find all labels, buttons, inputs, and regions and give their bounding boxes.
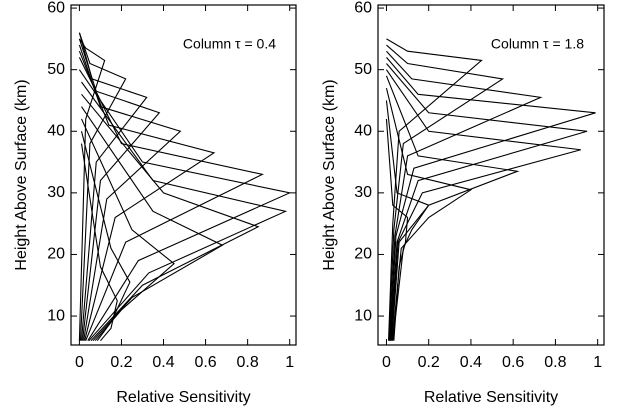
y-tick-label: 20 — [354, 246, 372, 263]
y-tick-label: 60 — [47, 0, 65, 16]
y-tick-label: 10 — [47, 307, 65, 324]
y-tick-label: 50 — [354, 61, 372, 78]
y-axis-label: Height Above Surface (km) — [13, 79, 30, 270]
x-tick-label: 0.4 — [152, 354, 174, 371]
x-tick-label: 1 — [593, 354, 602, 371]
y-tick-label: 20 — [47, 246, 65, 263]
sensitivity-curve — [81, 81, 288, 342]
sensitivity-curve — [385, 75, 520, 341]
sensitivity-curve — [78, 32, 127, 341]
x-tick-label: 0.6 — [502, 354, 524, 371]
x-tick-label: 0.2 — [110, 354, 132, 371]
sensitivity-curve — [386, 44, 505, 341]
sensitivity-curve — [78, 50, 216, 341]
sensitivity-curve — [78, 57, 265, 341]
x-axis-label: Relative Sensitivity — [424, 389, 558, 406]
x-tick-label: 0.8 — [544, 354, 566, 371]
x-axis-label: Relative Sensitivity — [116, 389, 250, 406]
sensitivity-curve — [385, 69, 581, 341]
y-tick-label: 40 — [47, 122, 65, 139]
x-tick-label: 0 — [382, 354, 391, 371]
y-tick-label: 30 — [354, 184, 372, 201]
sensitivity-curve — [78, 69, 292, 341]
plot-frame — [377, 4, 605, 346]
sensitivity-curve — [385, 88, 473, 341]
sensitivity-curve — [80, 131, 131, 342]
x-tick-label: 0.6 — [194, 354, 216, 371]
sensitivity-curve — [386, 63, 588, 341]
x-tick-label: 0.2 — [418, 354, 440, 371]
y-axis-label: Height Above Surface (km) — [321, 79, 338, 270]
sensitivity-curve — [385, 100, 430, 341]
sensitivity-curve — [81, 93, 260, 342]
x-tick-label: 0.8 — [237, 354, 259, 371]
sensitivity-curve — [386, 38, 483, 341]
sensitivity-curve — [78, 38, 161, 341]
y-tick-label: 10 — [354, 307, 372, 324]
x-tick-label: 0.4 — [460, 354, 482, 371]
y-tick-label: 50 — [47, 61, 65, 78]
y-tick-label: 30 — [47, 184, 65, 201]
x-tick-label: 1 — [285, 354, 294, 371]
x-tick-label: 0 — [75, 354, 84, 371]
annotation: Column τ = 0.4 — [183, 36, 276, 52]
y-tick-label: 60 — [354, 0, 372, 16]
sensitivity-curve — [386, 50, 543, 341]
sensitivity-curve — [80, 143, 118, 342]
sensitivity-curve — [385, 118, 409, 341]
plot-frame — [70, 4, 297, 346]
y-tick-label: 40 — [354, 122, 372, 139]
annotation: Column τ = 1.8 — [491, 36, 584, 52]
